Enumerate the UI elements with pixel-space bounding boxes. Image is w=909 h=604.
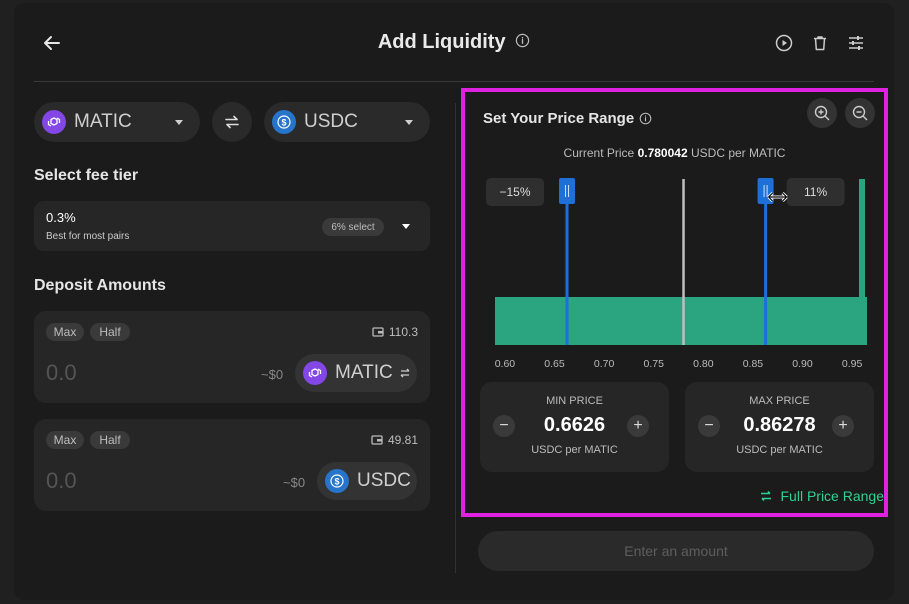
x-tick-label: 0.75 bbox=[644, 358, 665, 370]
zoom-in-button[interactable] bbox=[807, 98, 837, 128]
x-tick-label: 0.70 bbox=[594, 358, 615, 370]
half-button[interactable]: Half bbox=[90, 431, 130, 449]
settings-button[interactable] bbox=[844, 31, 868, 55]
min-pct-label: −15% bbox=[486, 178, 545, 206]
token-a-selector[interactable]: MATIC bbox=[34, 102, 200, 142]
usd-value: ~$0 bbox=[261, 367, 284, 382]
swap-icon bbox=[225, 115, 239, 129]
liquidity-spike bbox=[859, 179, 865, 299]
max-price-box: MAX PRICE 0.86278 USDC per MATIC − + bbox=[685, 382, 874, 472]
header-divider bbox=[34, 81, 874, 82]
balance: 110.3 bbox=[372, 325, 418, 339]
min-price-input[interactable]: 0.6626 bbox=[543, 414, 606, 436]
usdc-icon: $ bbox=[325, 469, 349, 493]
amount-input[interactable]: 0.0 bbox=[46, 360, 77, 385]
fee-value: 0.3% bbox=[46, 210, 76, 225]
fee-tier-selector[interactable]: 0.3% Best for most pairs 6% select bbox=[34, 201, 430, 251]
x-tick-label: 0.90 bbox=[792, 358, 813, 370]
amount-input[interactable]: 0.0 bbox=[46, 468, 77, 493]
x-tick-label: 0.85 bbox=[743, 358, 764, 370]
arrow-left-icon bbox=[44, 36, 60, 50]
x-tick-label: 0.80 bbox=[693, 358, 714, 370]
wallet-icon bbox=[371, 435, 383, 445]
play-button[interactable] bbox=[772, 31, 796, 55]
svg-text:$: $ bbox=[281, 117, 286, 127]
matic-icon bbox=[42, 110, 66, 134]
token-button-usdc[interactable]: $ USDC bbox=[317, 462, 417, 500]
fee-description: Best for most pairs bbox=[46, 231, 130, 242]
x-tick-label: 0.95 bbox=[842, 358, 863, 370]
svg-text:−15%: −15% bbox=[500, 185, 531, 199]
swap-pair-button[interactable] bbox=[212, 102, 252, 142]
fee-section-title: Select fee tier bbox=[34, 167, 139, 184]
chevron-down-icon bbox=[175, 120, 183, 125]
price-range-chart[interactable]: −15% 11% 0.60 0.65 0.70 0.75 0.80 0.85 0.90 0.9… bbox=[465, 172, 884, 372]
svg-text:11%: 11% bbox=[804, 185, 827, 199]
wallet-icon bbox=[372, 327, 384, 337]
max-pct-label: 11% bbox=[786, 178, 845, 206]
info-icon[interactable] bbox=[515, 31, 530, 54]
swap-icon bbox=[760, 490, 771, 502]
usd-value: ~$0 bbox=[283, 475, 306, 490]
swap-icon bbox=[400, 368, 410, 378]
min-increment-button[interactable]: + bbox=[627, 415, 649, 437]
zoom-in-icon bbox=[814, 105, 830, 121]
max-button[interactable]: Max bbox=[46, 323, 84, 341]
submit-button[interactable]: Enter an amount bbox=[478, 531, 874, 571]
info-icon[interactable] bbox=[639, 112, 652, 125]
token-a-label: MATIC bbox=[74, 111, 132, 132]
liquidity-area bbox=[495, 297, 867, 345]
balance: 49.81 bbox=[371, 433, 418, 447]
deposit-row-matic: Max Half 110.3 0.0 ~$0 MATIC bbox=[34, 311, 430, 403]
min-price-box: MIN PRICE 0.6626 USDC per MATIC − + bbox=[480, 382, 669, 472]
trash-icon bbox=[814, 36, 826, 51]
max-price-input[interactable]: 0.86278 bbox=[743, 414, 816, 436]
max-button[interactable]: Max bbox=[46, 431, 84, 449]
chevron-down-icon bbox=[405, 120, 413, 125]
max-decrement-button[interactable]: − bbox=[698, 415, 720, 437]
deposit-row-usdc: Max Half 49.81 0.0 ~$0 $ USDC bbox=[34, 419, 430, 511]
min-handle-grip[interactable] bbox=[559, 178, 576, 204]
page-title: Add Liquidity bbox=[14, 31, 894, 54]
column-divider bbox=[455, 103, 456, 573]
min-price-handle[interactable] bbox=[559, 178, 576, 204]
play-circle-icon bbox=[775, 34, 793, 52]
price-range-title: Set Your Price Range bbox=[483, 110, 652, 127]
token-button-matic[interactable]: MATIC bbox=[295, 354, 417, 392]
back-button[interactable] bbox=[38, 29, 66, 57]
current-price: Current Price 0.780042 USDC per MATIC bbox=[563, 146, 786, 160]
token-b-selector[interactable]: $ USDC bbox=[264, 102, 430, 142]
x-tick-label: 0.60 bbox=[495, 358, 516, 370]
token-b-label: USDC bbox=[304, 111, 358, 132]
liquidity-card: Add Liquidity MATIC $ USDC Select fee ti… bbox=[14, 3, 894, 600]
svg-text:$: $ bbox=[334, 476, 339, 486]
chevron-down-icon bbox=[402, 224, 410, 229]
x-axis: 0.60 0.65 0.70 0.75 0.80 0.85 0.90 0.95 bbox=[495, 358, 863, 370]
full-price-range-button[interactable]: Full Price Range bbox=[759, 488, 884, 504]
usdc-icon: $ bbox=[272, 110, 296, 134]
fee-select-badge: 6% select bbox=[322, 218, 384, 236]
delete-button[interactable] bbox=[808, 31, 832, 55]
zoom-out-button[interactable] bbox=[845, 98, 875, 128]
resize-cursor-icon bbox=[767, 191, 788, 203]
x-tick-label: 0.65 bbox=[544, 358, 565, 370]
deposit-section-title: Deposit Amounts bbox=[34, 277, 166, 294]
matic-icon bbox=[303, 361, 327, 385]
max-increment-button[interactable]: + bbox=[832, 415, 854, 437]
min-decrement-button[interactable]: − bbox=[493, 415, 515, 437]
price-range-panel: Set Your Price Range Current Price 0.780… bbox=[461, 88, 888, 517]
half-button[interactable]: Half bbox=[90, 323, 130, 341]
sliders-icon bbox=[849, 36, 863, 50]
zoom-out-icon bbox=[852, 105, 868, 121]
